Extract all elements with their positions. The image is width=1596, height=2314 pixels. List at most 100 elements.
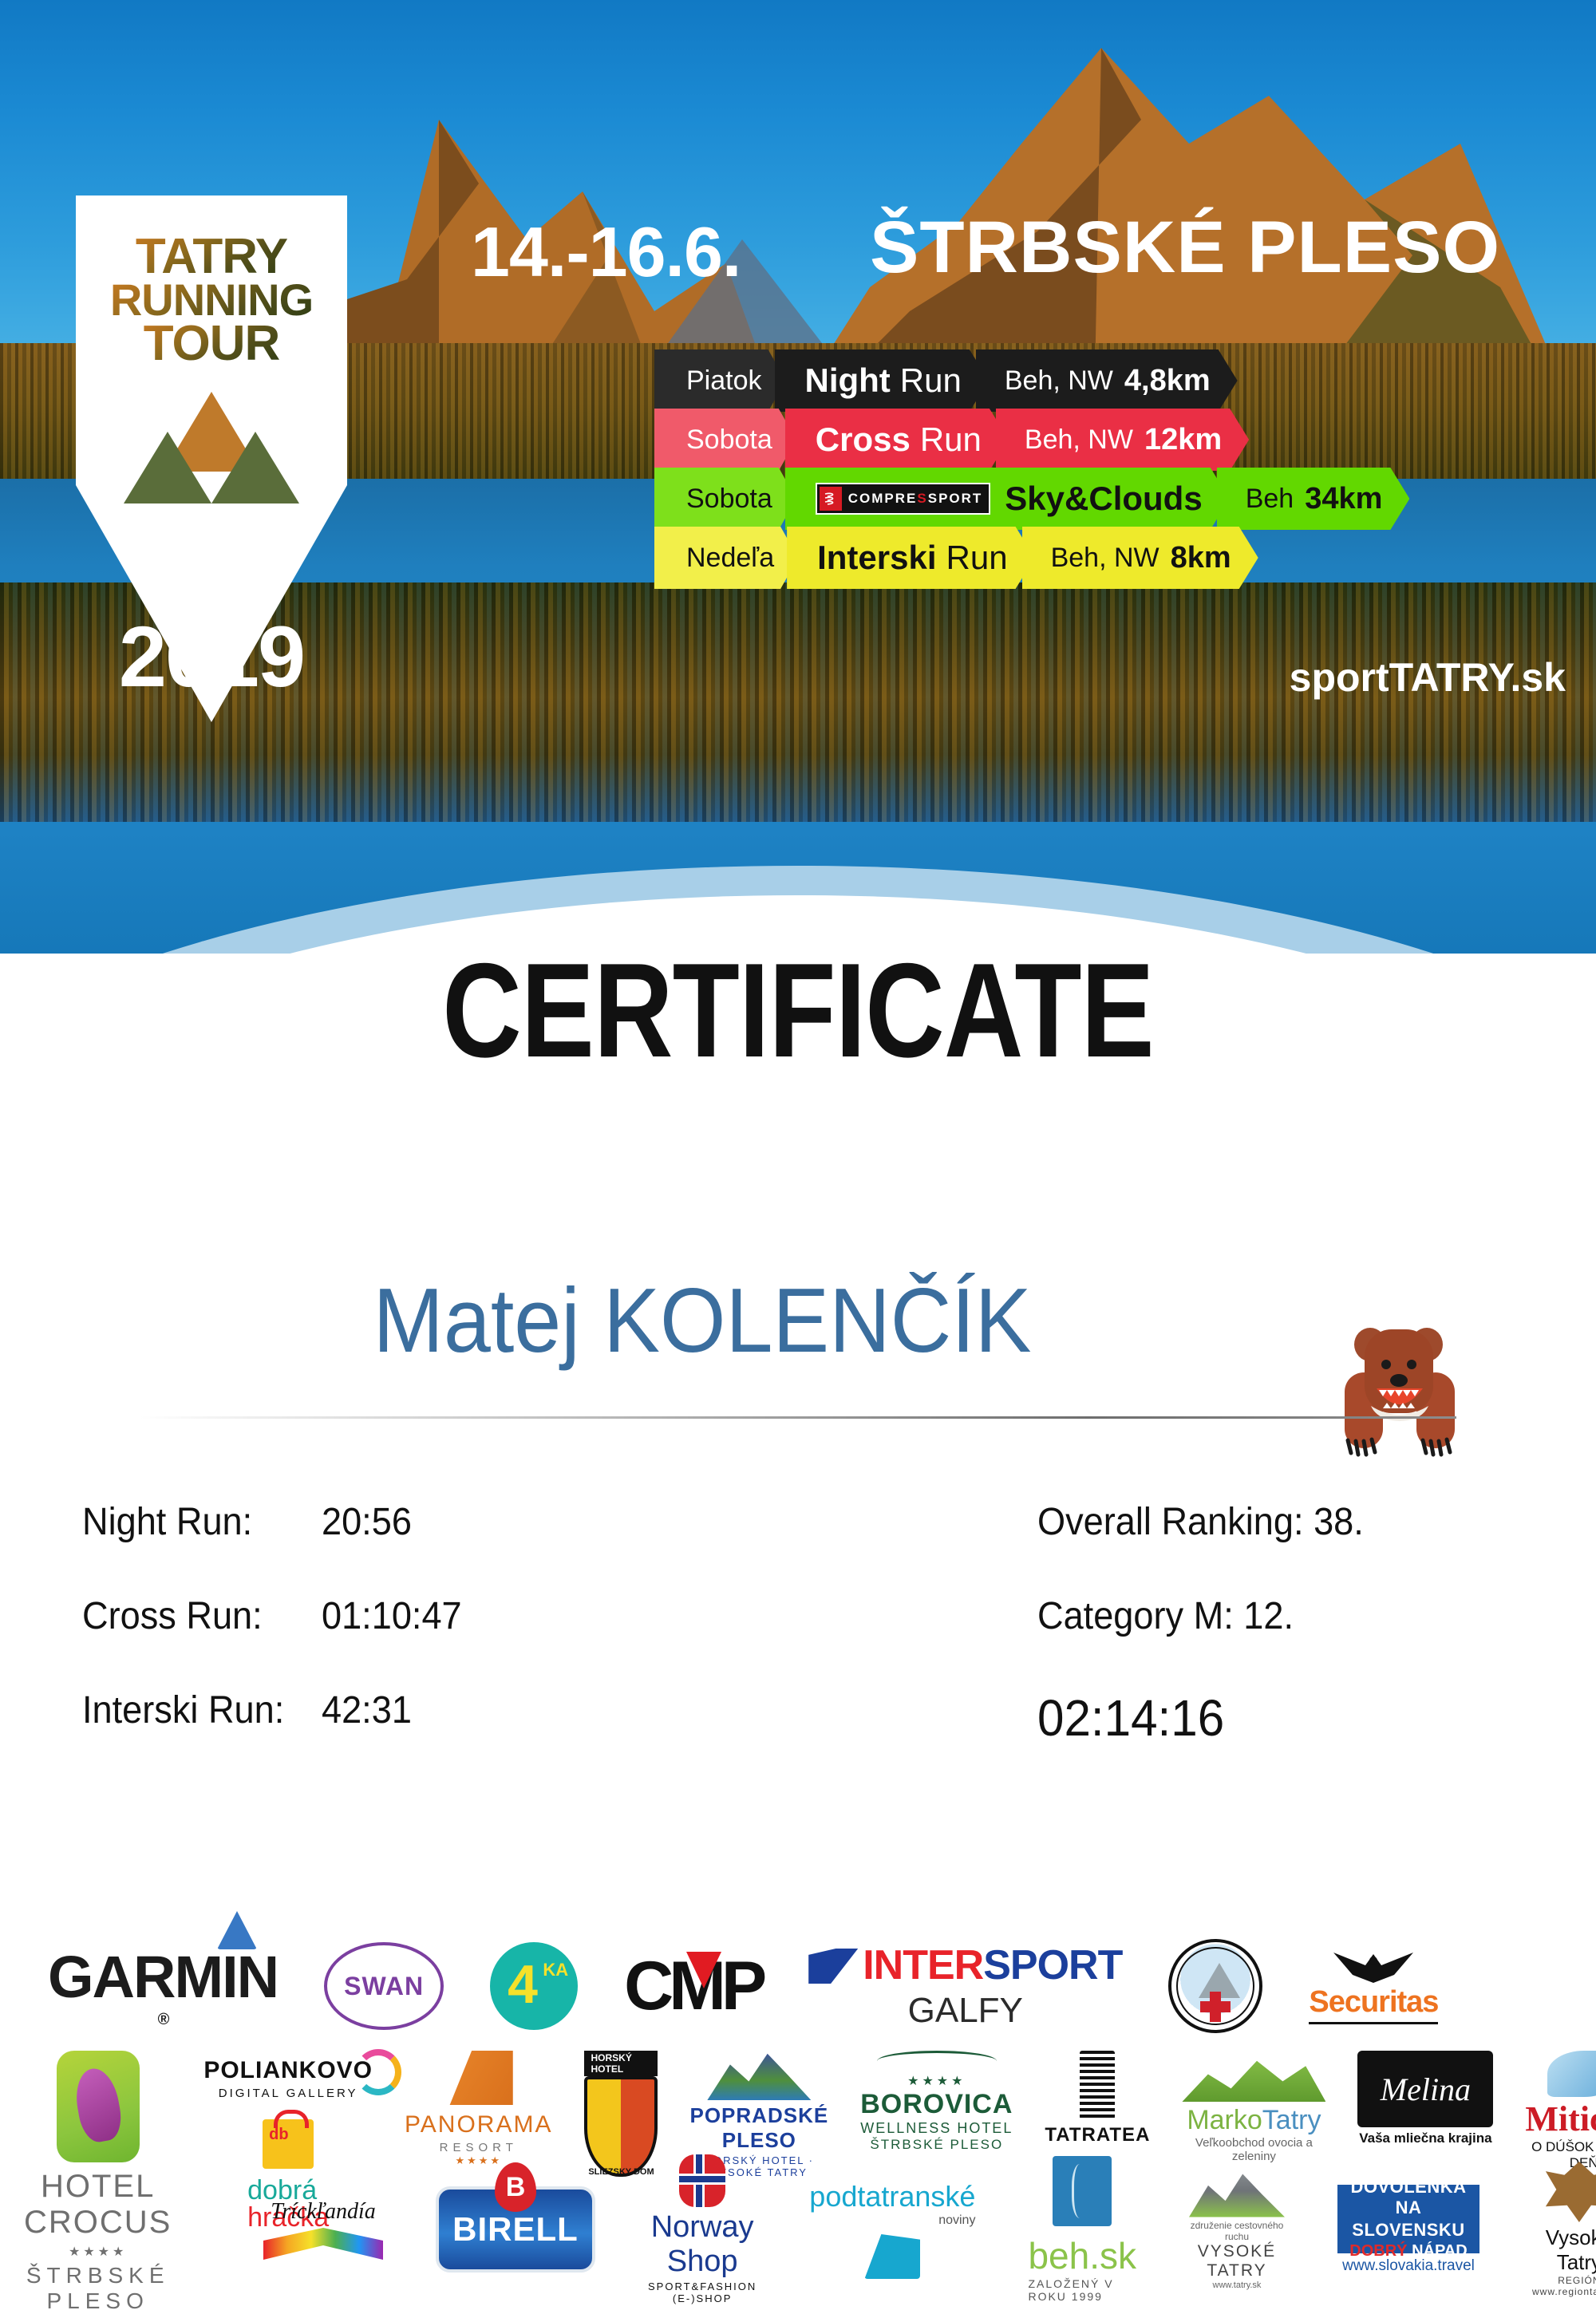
tricklandia-ribbon-icon	[263, 2228, 383, 2260]
event-website[interactable]: sportTATRY.sk	[1289, 655, 1566, 700]
logo-line-2: RUNNING	[109, 274, 314, 326]
sponsor-name: TATRATEA	[1045, 2124, 1151, 2146]
sponsor-birell: B BIRELL	[436, 2162, 595, 2273]
overall-ranking: Overall Ranking: 38.	[1037, 1501, 1364, 1543]
tanap-ring-icon	[1176, 1947, 1255, 2025]
sponsor-slovakia-travel: DOVOLENKA NA SLOVENSKU DOBRÝ NÁPAD www.s…	[1337, 2177, 1479, 2275]
sponsor-name: BOROVICA	[860, 2089, 1013, 2119]
split-label: Interski Run:	[82, 1689, 285, 1732]
sponsor-cmp: CMP	[624, 1947, 767, 2026]
slovakia-line2: SLOVENSKU	[1352, 2220, 1465, 2240]
sponsor-name: POLIANKOVO	[203, 2057, 373, 2083]
poliankovo-arc-icon	[355, 2049, 402, 2095]
sponsor-name: SWAN	[344, 1971, 425, 2000]
race-distance: Beh 34km	[1217, 468, 1410, 530]
event-place: ŠTRBSKÉ PLESO	[870, 207, 1501, 288]
race-schedule-list: Piatok Night Run Beh, NW 4,8km Sobota Cr…	[654, 349, 1596, 586]
split-time: 42:31	[322, 1689, 412, 1732]
split-time: 20:56	[322, 1501, 412, 1543]
sponsor-part2: noviny	[938, 2213, 976, 2227]
sponsor-beh-sk: beh.sk ZALOŽENÝ V ROKU 1999	[1028, 2156, 1136, 2303]
race-day: Piatok	[654, 349, 786, 412]
sponsor-name: SLIEZSKY DOM	[588, 2167, 654, 2177]
total-time: 02:14:16	[1037, 1689, 1225, 1747]
category-ranking: Category M: 12.	[1037, 1595, 1294, 1637]
race-distance: Beh, NW 12km	[996, 409, 1249, 471]
split-row: Cross Run: 01:10:47	[82, 1594, 737, 1688]
podtatranske-fan-icon	[864, 2234, 921, 2279]
race-name-bold: Night	[804, 361, 891, 399]
divider	[140, 1416, 1456, 1419]
sponsor-swan: SWAN	[324, 1942, 444, 2030]
dobra-bag-icon: db	[263, 2110, 314, 2169]
sponsor-part1: Marko	[1187, 2105, 1262, 2135]
sponsor-part1: podtatranské	[809, 2180, 976, 2213]
sponsor-dobra-hracka: db dobrá hračka	[203, 2110, 373, 2231]
race-name: Night Run	[775, 349, 989, 412]
page-title: CERTIFICATE	[442, 935, 1154, 1085]
sponsor-strip: GARMIN ® SWAN 4 KA CMP INTERSPORT GALFY	[0, 1911, 1596, 2313]
securitas-underline	[1309, 2021, 1439, 2024]
race-row-sky-clouds: Sobota COMPRESSPORT Sky&Clouds Beh 34km	[654, 468, 1596, 530]
race-km: 8km	[1170, 540, 1231, 575]
birell-badge-icon: B BIRELL	[436, 2162, 595, 2273]
sponsor-popradske-pleso: POPRADSKÉ PLESO HORSKÝ HOTEL · VYSOKÉ TA…	[689, 2051, 828, 2178]
melina-badge-icon: Melina	[1357, 2051, 1494, 2127]
norway-flag-icon	[679, 2154, 726, 2207]
sponsor-poliankovo: POLIANKOVO DIGITAL GALLERY	[203, 2049, 402, 2100]
sponsor-sub1: WELLNESS HOTEL	[860, 2120, 1013, 2136]
crocus-flower-icon	[56, 2051, 140, 2162]
race-row-cross: Sobota Cross Run Beh, NW 12km	[654, 409, 1596, 471]
compressport-logo: COMPRESSPORT	[816, 483, 991, 515]
sliezsky-crest-icon: SLIEZSKY DOM	[584, 2076, 658, 2177]
sponsor-url[interactable]: www.regiontatry.sk	[1531, 2286, 1596, 2297]
sponsor-digit: 4	[508, 1954, 538, 2015]
race-name: COMPRESSPORT Sky&Clouds	[785, 468, 1230, 530]
sponsor-sub: RESORT	[439, 2141, 518, 2154]
slovakia-line3b: NÁPAD	[1412, 2242, 1468, 2260]
popradske-mountain-icon	[707, 2053, 812, 2100]
sponsor-name: Norway Shop	[650, 2210, 754, 2278]
borovica-swoosh-icon	[876, 2051, 997, 2071]
sponsor-top: HORSKÝ HOTEL	[584, 2051, 658, 2076]
slovakia-line3a: DOBRÝ	[1349, 2242, 1408, 2260]
sponsor-name: Tríckľandía	[271, 2199, 376, 2224]
sponsor-top: združenie cestovného ruchu	[1190, 2219, 1284, 2242]
race-km: 12km	[1144, 422, 1223, 456]
region-chamois-icon	[1545, 2162, 1596, 2222]
sponsor-name: beh.sk	[1028, 2235, 1136, 2276]
split-time: 01:10:47	[322, 1595, 462, 1637]
sponsor-stars: ★★★★	[455, 2154, 503, 2166]
logo-line-3: TOUR	[143, 315, 281, 371]
sponsor-garmin: GARMIN ®	[48, 1911, 279, 2029]
sponsor-name: GARMIN	[48, 1944, 279, 2010]
sponsor-sub: DIGITAL GALLERY	[218, 2087, 358, 2100]
logo-line-1: TATRY	[135, 229, 288, 284]
compressport-mark-icon	[820, 487, 842, 511]
splits-column: Night Run: 20:56 Cross Run: 01:10:47 Int…	[82, 1500, 737, 1783]
compressport-text: COMPRESSPORT	[847, 491, 983, 506]
miticka-water-icon	[1547, 2051, 1596, 2097]
slovakia-line1: DOVOLENKA NA	[1350, 2177, 1467, 2217]
split-row: Interski Run: 42:31	[82, 1688, 737, 1783]
logo-year: 2019	[118, 608, 306, 705]
sponsor-url[interactable]: www.tatry.sk	[1212, 2280, 1262, 2290]
race-name-bold: Interski	[817, 539, 937, 576]
vysoke-tatry-mountain-icon	[1188, 2174, 1285, 2217]
panorama-icon	[449, 2051, 513, 2105]
split-label: Cross Run:	[82, 1595, 263, 1637]
race-day: Sobota	[654, 468, 796, 530]
tanap-cross-icon-h	[1200, 2001, 1231, 2012]
forest-reflection	[0, 582, 1596, 822]
intersport-line: INTERSPORT	[808, 1941, 1123, 1989]
sponsor-stars: ★★★★	[907, 2075, 966, 2088]
race-name-bold: Cross	[815, 421, 911, 458]
sponsor-name: PANORAMA	[405, 2111, 553, 2138]
sponsor-row-2: HOTEL CROCUS ★★★★ ŠTRBSKÉ PLESO POLIANKO…	[24, 2049, 1596, 2314]
sponsor-url[interactable]: www.slovakia.travel	[1342, 2257, 1475, 2274]
ranking-column: Overall Ranking: 38. Category M: 12. 02:…	[1037, 1500, 1596, 1783]
sponsor-sliezsky-dom: HORSKÝ HOTEL SLIEZSKY DOM	[584, 2051, 658, 2177]
race-name: Cross Run	[785, 409, 1009, 471]
sponsor-part2: Tatry	[1262, 2105, 1321, 2135]
cmp-triangle-icon	[686, 1951, 722, 1988]
